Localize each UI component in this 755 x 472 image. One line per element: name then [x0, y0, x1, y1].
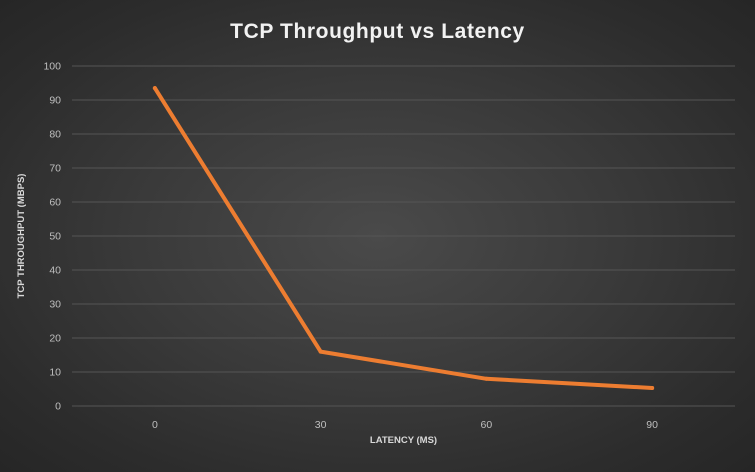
y-tick-label: 50 [49, 231, 61, 243]
data-point [152, 86, 157, 91]
x-tick-label: 0 [152, 419, 158, 431]
y-tick-label: 70 [49, 163, 61, 175]
y-tick-label: 10 [49, 367, 61, 379]
y-axis-title: TCP THROUGHPUT (MBPS) [16, 174, 27, 299]
y-tick-label: 0 [55, 401, 61, 413]
x-tick-label: 60 [481, 419, 493, 431]
data-point [484, 376, 489, 381]
x-tick-label: 30 [315, 419, 327, 431]
y-tick-label: 20 [49, 333, 61, 345]
x-tick-label: 90 [646, 419, 658, 431]
series-layer [152, 86, 655, 390]
x-tick-labels: 0 30 60 90 [152, 419, 658, 431]
y-tick-labels: 0 10 20 30 40 50 60 70 80 90 100 [43, 61, 61, 413]
data-point [650, 385, 655, 390]
y-tick-label: 60 [49, 197, 61, 209]
series-line [152, 86, 655, 390]
y-tick-label: 100 [43, 61, 61, 73]
y-tick-label: 30 [49, 299, 61, 311]
y-tick-label: 80 [49, 129, 61, 141]
data-point [318, 349, 323, 354]
y-tick-label: 90 [49, 95, 61, 107]
chart-title: TCP Throughput vs Latency [230, 20, 525, 43]
y-tick-label: 40 [49, 265, 61, 277]
x-axis-title: LATENCY (MS) [370, 435, 437, 446]
